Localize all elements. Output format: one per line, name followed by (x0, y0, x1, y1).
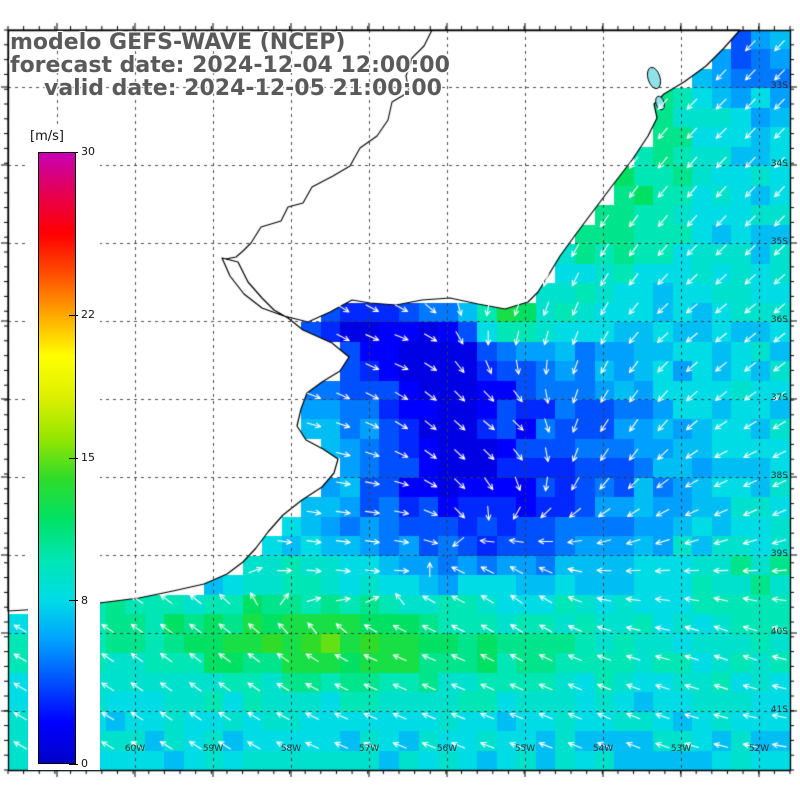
colorbar-tick-label: 15 (81, 451, 95, 464)
colorbar-tick-mark (69, 457, 78, 459)
model-title: modelo GEFS-WAVE (NCEP) (10, 30, 346, 55)
colorbar-units-label: [m/s] (30, 129, 64, 144)
colorbar-tick-mark (69, 314, 78, 316)
colorbar-tick-label: 22 (81, 308, 95, 322)
title-block: modelo GEFS-WAVE (NCEP) forecast date: 2… (10, 31, 450, 100)
colorbar-tick-mark (69, 151, 78, 153)
colorbar-tick-label: 30 (81, 145, 95, 158)
colorbar-tick-mark (69, 600, 78, 602)
colorbar-tick-mark (69, 763, 78, 765)
valid-date-line: valid date: 2024-12-05 21:00:00 (44, 76, 442, 101)
colorbar-tick-label: 0 (81, 757, 88, 770)
colorbar-tick-label: 8 (81, 593, 88, 607)
forecast-date-line: forecast date: 2024-12-04 12:00:00 (10, 53, 450, 78)
colorbar: [m/s] 30 22 15 8 0 (28, 125, 100, 770)
